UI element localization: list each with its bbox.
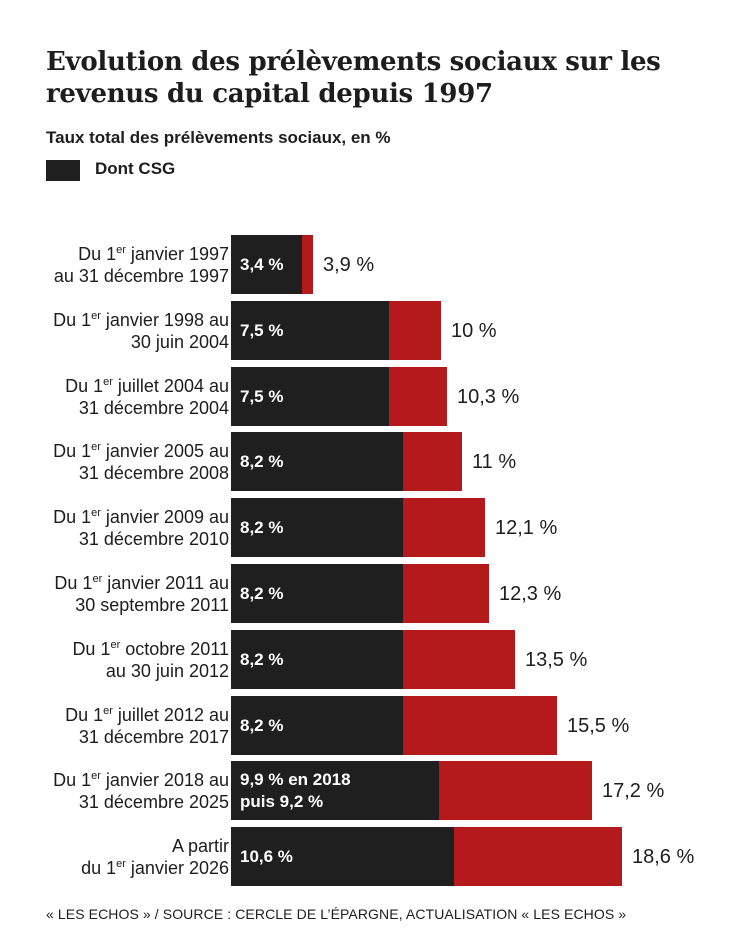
total-value-label-6: 12,3 % <box>499 582 562 605</box>
total-value-label-9: 17,2 % <box>602 779 665 802</box>
total-value-label-1: 3,9 % <box>323 253 375 276</box>
category-label-3: Du 1er juillet 2004 au 31 décembre 2004 <box>65 375 229 418</box>
csg-value-label-7: 8,2 % <box>240 649 284 669</box>
total-value-label-4: 11 % <box>472 450 517 473</box>
chart-title: Evolution des prélèvements sociaux sur l… <box>46 47 661 109</box>
category-label-1: Du 1er janvier 1997 au 31 décembre 1997 <box>53 243 229 286</box>
bar-csg-4 <box>231 432 403 491</box>
bar-csg-10 <box>231 827 454 886</box>
csg-value-label-3: 7,5 % <box>240 386 284 406</box>
category-label-2: Du 1er janvier 1998 au 30 juin 2004 <box>53 309 229 352</box>
category-label-7: Du 1er octobre 2011 au 30 juin 2012 <box>72 638 229 681</box>
csg-value-label-6: 8,2 % <box>240 583 284 603</box>
category-label-10: A partir du 1er janvier 2026 <box>81 835 229 878</box>
csg-value-label-2: 7,5 % <box>240 320 284 340</box>
csg-value-label-10: 10,6 % <box>240 846 293 866</box>
total-value-label-7: 13,5 % <box>525 648 588 671</box>
total-value-label-2: 10 % <box>451 319 497 342</box>
category-label-5: Du 1er janvier 2009 au 31 décembre 2010 <box>53 506 229 549</box>
category-label-8: Du 1er juillet 2012 au 31 décembre 2017 <box>65 704 229 747</box>
category-label-9: Du 1er janvier 2018 au 31 décembre 2025 <box>53 769 229 812</box>
bar-csg-3 <box>231 367 389 426</box>
total-value-label-8: 15,5 % <box>567 714 630 737</box>
bar-csg-1 <box>231 235 302 294</box>
source-note: « LES ECHOS » / SOURCE : CERCLE DE L’ÉPA… <box>46 906 627 922</box>
bar-csg-9 <box>231 761 439 820</box>
legend-label-csg: Dont CSG <box>95 159 176 178</box>
bar-csg-5 <box>231 498 403 557</box>
csg-value-label-5: 8,2 % <box>240 517 284 537</box>
csg-value-label-8: 8,2 % <box>240 715 284 735</box>
total-value-label-10: 18,6 % <box>632 845 695 868</box>
bar-csg-6 <box>231 564 403 623</box>
csg-value-label-9: 9,9 % en 2018 puis 9,2 % <box>240 769 351 811</box>
csg-value-label-1: 3,4 % <box>240 254 284 274</box>
bar-csg-7 <box>231 630 403 689</box>
bar-csg-8 <box>231 696 403 755</box>
category-label-4: Du 1er janvier 2005 au 31 décembre 2008 <box>53 440 229 483</box>
chart-subtitle: Taux total des prélèvements sociaux, en … <box>46 128 391 147</box>
bar-csg-2 <box>231 301 389 360</box>
total-value-label-3: 10,3 % <box>457 385 520 408</box>
category-label-6: Du 1er janvier 2011 au 30 septembre 2011 <box>54 572 229 615</box>
csg-value-label-4: 8,2 % <box>240 451 284 471</box>
total-value-label-5: 12,1 % <box>495 516 558 539</box>
legend-swatch-csg <box>46 160 80 181</box>
